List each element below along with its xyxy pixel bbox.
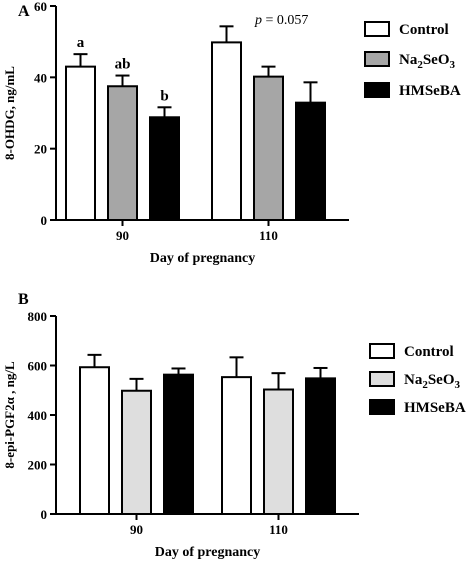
- x-tick-label: 90: [130, 522, 143, 537]
- y-tick-label: 200: [28, 458, 48, 473]
- significance-label: a: [77, 35, 85, 51]
- y-axis-label: 8-epi-PGF2α , ng/L: [2, 361, 17, 469]
- legend-swatch: [364, 51, 390, 67]
- bar: [65, 65, 96, 221]
- bar: [79, 366, 110, 516]
- y-tick-label: 600: [28, 359, 48, 374]
- x-axis-label: Day of pregnancy: [150, 251, 256, 266]
- legend-swatch: [364, 21, 390, 37]
- x-tick-label: 110: [269, 522, 288, 537]
- legend-label: HMSeBA: [404, 400, 466, 416]
- x-tick-label: 110: [259, 228, 278, 243]
- legend-label: Na2SeO3: [399, 52, 456, 71]
- legend-swatch: [364, 82, 390, 98]
- chart-panel-b: B 0 200 400 600 800 8-epi-PGF2α , ng/L 90 110 Day…: [2, 291, 466, 560]
- legend-label: Na2SeO3: [404, 372, 461, 391]
- annotation: p = 0.057: [254, 13, 308, 28]
- y-tick-label: 800: [28, 309, 48, 324]
- significance-label: ab: [115, 57, 131, 73]
- legend-label: Control: [399, 22, 449, 38]
- y-axis-label: 8-OHDG, ng/mL: [2, 66, 17, 160]
- bar: [221, 376, 252, 515]
- legend-swatch: [369, 371, 395, 387]
- bar: [253, 75, 284, 222]
- y-tick-label: 0: [41, 213, 48, 228]
- x-tick-label: 90: [116, 228, 129, 243]
- y-tick-label: 0: [41, 507, 48, 522]
- bar: [149, 116, 180, 221]
- bar: [107, 85, 138, 221]
- legend-label: HMSeBA: [399, 83, 461, 99]
- y-tick-label: 20: [34, 142, 47, 157]
- y-tick-label: 60: [34, 0, 47, 14]
- legend-swatch: [369, 343, 395, 359]
- panel-label: A: [18, 3, 30, 20]
- bar: [263, 388, 294, 516]
- panel-label: B: [18, 291, 29, 308]
- legend-swatch: [369, 399, 395, 415]
- bar: [295, 101, 326, 221]
- bar: [163, 373, 194, 515]
- legend-label: Control: [404, 344, 454, 360]
- y-tick-label: 400: [28, 408, 48, 423]
- bar: [121, 389, 152, 515]
- y-tick-label: 40: [34, 70, 47, 85]
- significance-label: b: [160, 88, 168, 104]
- bar: [211, 41, 242, 221]
- x-axis-label: Day of pregnancy: [155, 545, 261, 560]
- bar: [305, 377, 336, 515]
